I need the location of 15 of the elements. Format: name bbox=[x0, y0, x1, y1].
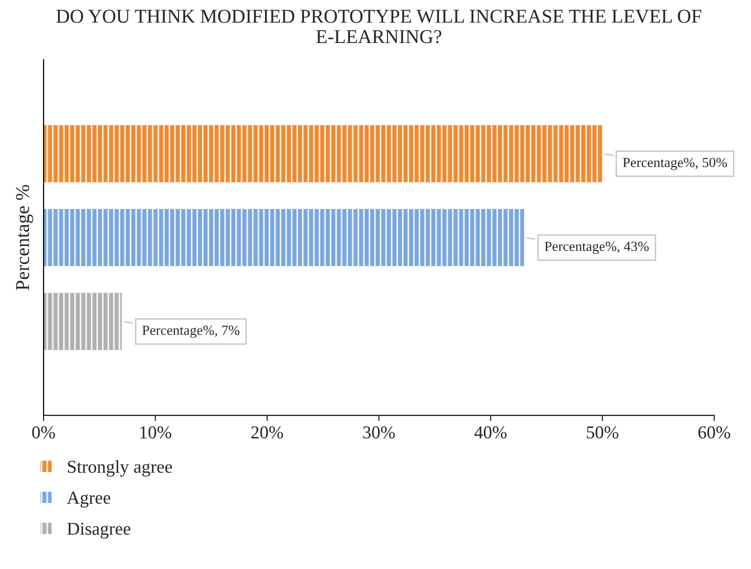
x-tick-label: 10% bbox=[140, 426, 172, 439]
x-tick-label: 30% bbox=[363, 426, 395, 439]
x-tick-label: 40% bbox=[474, 426, 507, 439]
legend-label: Agree bbox=[66, 492, 110, 508]
x-tick-label: 0% bbox=[32, 426, 55, 439]
chart-title: DO YOU THINK MODIFIED PROTOTYPE WILL INCREASE THE LEVEL OF E-LEARNING? bbox=[56, 10, 702, 44]
legend-label: Strongly agree bbox=[68, 460, 172, 477]
data-label: Percentage%, 50% bbox=[622, 158, 727, 170]
y-axis-title: Percentage % bbox=[16, 185, 34, 290]
data-label: Percentage%, 43% bbox=[544, 242, 649, 254]
legend-label: Disagree bbox=[67, 522, 130, 539]
x-tick-label: 20% bbox=[251, 426, 284, 439]
x-tick-label: 50% bbox=[586, 426, 618, 439]
data-label: Percentage%, 7% bbox=[142, 326, 240, 338]
x-tick-label: 60% bbox=[698, 426, 730, 439]
